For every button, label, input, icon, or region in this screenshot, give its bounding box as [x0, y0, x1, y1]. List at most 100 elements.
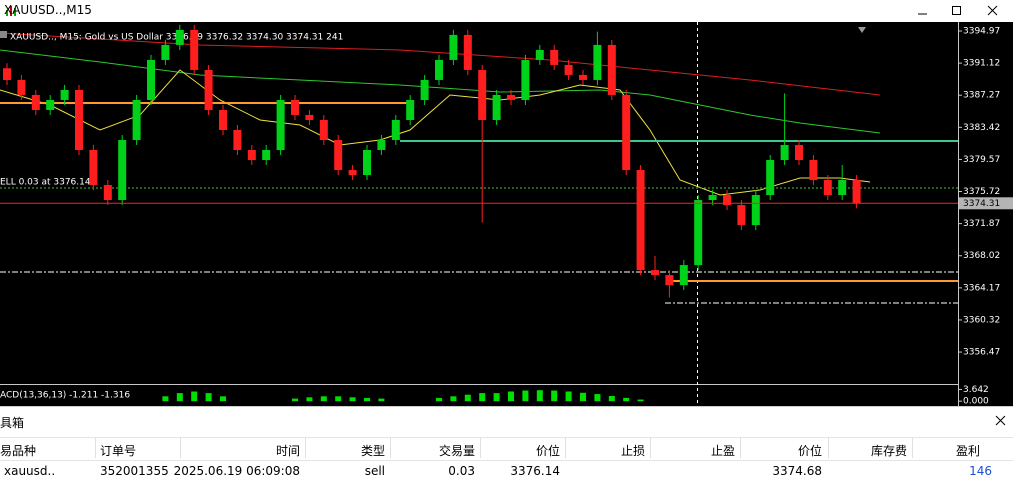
candle-body — [564, 64, 573, 75]
candle-body — [46, 99, 55, 110]
close-button[interactable] — [987, 5, 998, 16]
ma-fast — [0, 69, 871, 196]
candle-body — [478, 69, 487, 120]
cell-profit: 146 — [969, 464, 992, 478]
candle-body — [607, 44, 616, 95]
indicator-bar — [637, 399, 644, 402]
toolbox-close[interactable] — [995, 415, 1007, 427]
candle-body — [579, 74, 587, 80]
indicator-bar — [162, 396, 169, 402]
candle-body — [75, 89, 83, 151]
indicator-bar — [608, 396, 615, 402]
candle-body — [622, 94, 631, 171]
bid-label-box — [959, 197, 1013, 210]
column-header[interactable]: 止损 — [620, 444, 645, 458]
y-tick-label: 3371.87 — [963, 219, 1000, 229]
candle-body — [751, 195, 760, 226]
candle-body — [766, 160, 775, 196]
window-icon — [6, 6, 16, 16]
y-tick-label: 3379.57 — [963, 155, 1000, 165]
y-tick-label: 3375.72 — [963, 187, 1000, 197]
candle-body — [103, 185, 112, 201]
candle-body — [291, 99, 299, 115]
window-buttons[interactable] — [912, 3, 1012, 19]
candle-body — [17, 79, 26, 95]
candle-body — [377, 139, 386, 151]
window-title: XAUUSD..,M15 — [4, 3, 92, 17]
candle-body — [795, 144, 803, 161]
candle-body — [535, 49, 544, 60]
candle-body — [219, 109, 227, 130]
indicator-bar — [493, 393, 500, 402]
order-row[interactable]: xauusd.. 352001355 2025.06.19 06:09:08 s… — [0, 460, 1013, 482]
y-tick-label: 3368.02 — [963, 251, 1000, 261]
indicator-bar — [594, 394, 601, 402]
candle-body — [420, 79, 429, 100]
toolbox-title: 具箱 — [0, 416, 25, 430]
y-tick-label: 3364.17 — [963, 283, 1000, 293]
candle-body — [679, 265, 688, 286]
candle-body — [406, 99, 415, 120]
candle-body — [521, 59, 530, 100]
candle-body — [780, 144, 789, 161]
title-bar: XAUUSD..,M15 — [0, 0, 1013, 22]
candle-body — [391, 119, 400, 140]
indicator-bar — [479, 393, 486, 402]
ma-long — [0, 32, 881, 96]
candle-body — [665, 275, 674, 286]
candle-body — [463, 34, 472, 70]
candle-body — [593, 44, 602, 80]
candle-body — [161, 44, 170, 60]
column-header[interactable]: 类型 — [360, 444, 385, 458]
y-tick-label: 3394.97 — [963, 27, 1000, 37]
indicator-bar — [364, 397, 370, 402]
candle-body — [147, 59, 155, 100]
indicator-label: ACD(13,36,13) -1.211 -1.316 — [0, 391, 130, 401]
indicator-bar — [306, 397, 313, 402]
candle-body — [737, 205, 746, 226]
column-header[interactable]: 时间 — [275, 444, 300, 458]
indicator-bar — [176, 393, 183, 402]
candle-body — [89, 150, 98, 186]
indicator-bar — [205, 393, 212, 402]
candle-body — [319, 119, 328, 140]
indicator-bar — [436, 397, 442, 402]
column-header[interactable]: 交易量 — [438, 444, 475, 458]
column-header[interactable]: 易品种 — [0, 444, 37, 458]
candle-body — [233, 129, 242, 151]
candle-body — [723, 195, 731, 206]
indicator-bar — [522, 390, 529, 402]
candle-body — [190, 29, 199, 70]
y-tick-label: 3387.27 — [963, 91, 1000, 101]
column-header[interactable]: 订单号 — [100, 444, 137, 458]
cell-time: 2025.06.19 06:09:08 — [173, 464, 300, 478]
candle-body — [132, 99, 141, 140]
column-header[interactable]: 库存费 — [870, 444, 907, 458]
table-header — [0, 437, 1013, 461]
y-tick-label: 3356.47 — [963, 348, 1000, 358]
candle-body — [507, 94, 515, 100]
candle-body — [435, 59, 443, 80]
shift-marker — [858, 27, 866, 33]
column-header[interactable]: 价位 — [535, 444, 560, 458]
candle-body — [204, 69, 213, 110]
candle-body — [550, 49, 559, 65]
indicator-bar — [464, 394, 471, 402]
indicator-bar — [349, 397, 356, 402]
column-header[interactable]: 止盈 — [710, 444, 735, 458]
candle-body — [708, 195, 717, 201]
chart-background — [0, 22, 1013, 406]
indicator-bar — [320, 396, 327, 402]
candle-body — [31, 94, 40, 110]
legend-icon — [0, 31, 7, 38]
candle-body — [838, 180, 847, 196]
toolbox: 具箱 易品种 订单号 时间 类型 交易量 价位 止损 止盈 价位 库存费 盈利 … — [0, 406, 1013, 484]
candle-body — [175, 29, 184, 45]
maximize-button[interactable] — [952, 6, 961, 15]
indicator-bar — [536, 390, 543, 402]
column-header[interactable]: 价位 — [797, 444, 822, 458]
column-header[interactable]: 盈利 — [955, 444, 980, 458]
indicator-bar — [565, 391, 572, 402]
indicator-bar — [335, 396, 342, 402]
